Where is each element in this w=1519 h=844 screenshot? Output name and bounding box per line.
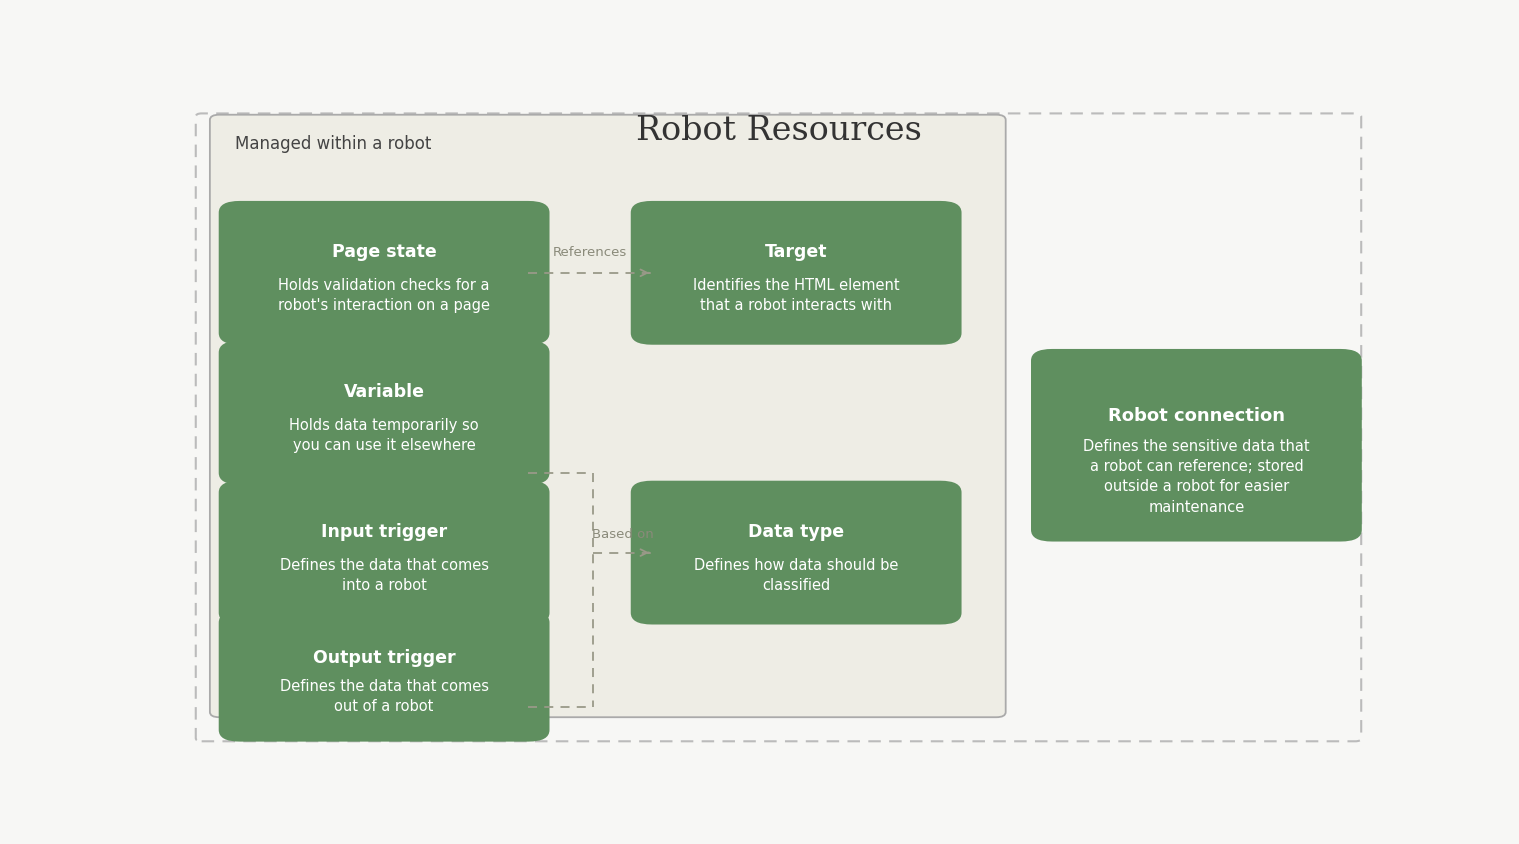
FancyBboxPatch shape xyxy=(210,116,1006,717)
FancyBboxPatch shape xyxy=(196,114,1361,741)
Text: Output trigger: Output trigger xyxy=(313,648,456,666)
FancyBboxPatch shape xyxy=(630,202,962,345)
Text: Robot Resources: Robot Resources xyxy=(635,115,922,147)
Text: Defines the sensitive data that
a robot can reference; stored
outside a robot fo: Defines the sensitive data that a robot … xyxy=(1083,438,1309,514)
Text: Target: Target xyxy=(766,243,828,261)
Text: Robot connection: Robot connection xyxy=(1107,406,1285,425)
Text: Defines the data that comes
out of a robot: Defines the data that comes out of a rob… xyxy=(279,678,489,713)
Text: Holds data temporarily so
you can use it elsewhere: Holds data temporarily so you can use it… xyxy=(289,417,478,452)
FancyBboxPatch shape xyxy=(1031,349,1363,542)
FancyBboxPatch shape xyxy=(219,611,550,742)
Text: Variable: Variable xyxy=(343,382,425,401)
FancyBboxPatch shape xyxy=(219,481,550,625)
Text: Identifies the HTML element
that a robot interacts with: Identifies the HTML element that a robot… xyxy=(693,278,899,313)
Text: Defines how data should be
classified: Defines how data should be classified xyxy=(694,557,898,592)
Text: Defines the data that comes
into a robot: Defines the data that comes into a robot xyxy=(279,557,489,592)
FancyBboxPatch shape xyxy=(219,202,550,345)
Text: Data type: Data type xyxy=(747,522,845,540)
FancyBboxPatch shape xyxy=(630,481,962,625)
Text: Holds validation checks for a
robot's interaction on a page: Holds validation checks for a robot's in… xyxy=(278,278,491,313)
Text: Page state: Page state xyxy=(331,243,436,261)
Text: Input trigger: Input trigger xyxy=(321,522,447,540)
Text: References: References xyxy=(553,246,627,258)
Text: Managed within a robot: Managed within a robot xyxy=(234,135,431,153)
Text: Based on: Based on xyxy=(592,527,655,540)
FancyBboxPatch shape xyxy=(219,342,550,485)
